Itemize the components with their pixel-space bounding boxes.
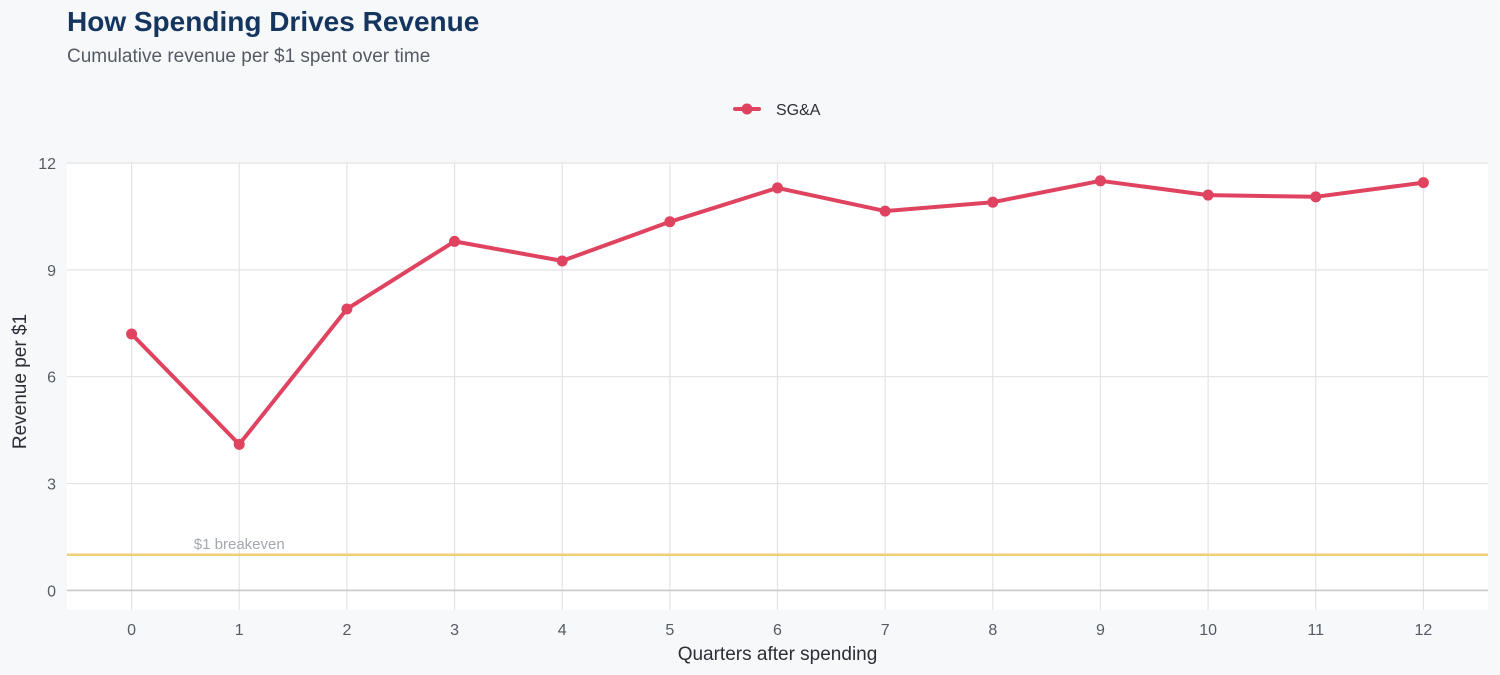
- data-point-q3: [449, 235, 461, 247]
- x-tick-label-3: 3: [450, 622, 459, 639]
- data-point-q8: [987, 196, 999, 208]
- data-point-q5: [664, 216, 676, 228]
- data-point-q11: [1310, 191, 1322, 203]
- x-tick-label-1: 1: [235, 622, 244, 639]
- y-tick-label-12: 12: [38, 156, 56, 173]
- data-point-q10: [1202, 189, 1214, 201]
- legend: SG&A: [733, 102, 821, 119]
- data-point-q1: [233, 438, 245, 450]
- legend-label-sga: SG&A: [776, 102, 821, 119]
- data-point-q4: [556, 255, 568, 267]
- data-point-q9: [1094, 175, 1106, 187]
- reference-line-group: $1 breakeven: [67, 536, 1488, 557]
- x-tick-label-0: 0: [127, 622, 136, 639]
- data-point-q2: [341, 303, 353, 315]
- x-tick-label-11: 11: [1307, 622, 1324, 639]
- x-tick-label-9: 9: [1096, 622, 1105, 639]
- chart-subtitle: Cumulative revenue per $1 spent over tim…: [67, 46, 431, 67]
- y-tick-label-6: 6: [47, 370, 56, 387]
- x-axis-title: Quarters after spending: [678, 644, 878, 665]
- data-point-q0: [126, 328, 138, 340]
- breakeven-label: $1 breakeven: [194, 536, 285, 553]
- data-point-q12: [1417, 177, 1429, 189]
- x-tick-label-8: 8: [988, 622, 997, 639]
- y-axis: 0 3 6 9 12: [38, 156, 56, 600]
- data-point-q7: [879, 205, 891, 217]
- series-sga: [126, 175, 1429, 450]
- data-point-q6: [772, 182, 783, 194]
- x-tick-label-12: 12: [1415, 622, 1433, 639]
- y-tick-label-3: 3: [47, 477, 56, 494]
- grid-lines: [67, 162, 1488, 610]
- x-axis: 0 1 2 3 4 5 6 7 8 9 10 11 12: [127, 622, 1432, 639]
- y-tick-label-9: 9: [47, 263, 56, 280]
- x-tick-label-2: 2: [342, 622, 351, 639]
- legend-swatch-dot: [741, 103, 753, 115]
- y-tick-label-0: 0: [47, 583, 56, 600]
- x-tick-label-10: 10: [1199, 622, 1217, 639]
- x-tick-label-5: 5: [665, 622, 674, 639]
- y-axis-title: Revenue per $1: [10, 314, 31, 449]
- x-tick-label-6: 6: [773, 622, 782, 639]
- x-tick-label-7: 7: [881, 622, 890, 639]
- chart-title: How Spending Drives Revenue: [67, 6, 480, 37]
- x-tick-label-4: 4: [558, 622, 567, 639]
